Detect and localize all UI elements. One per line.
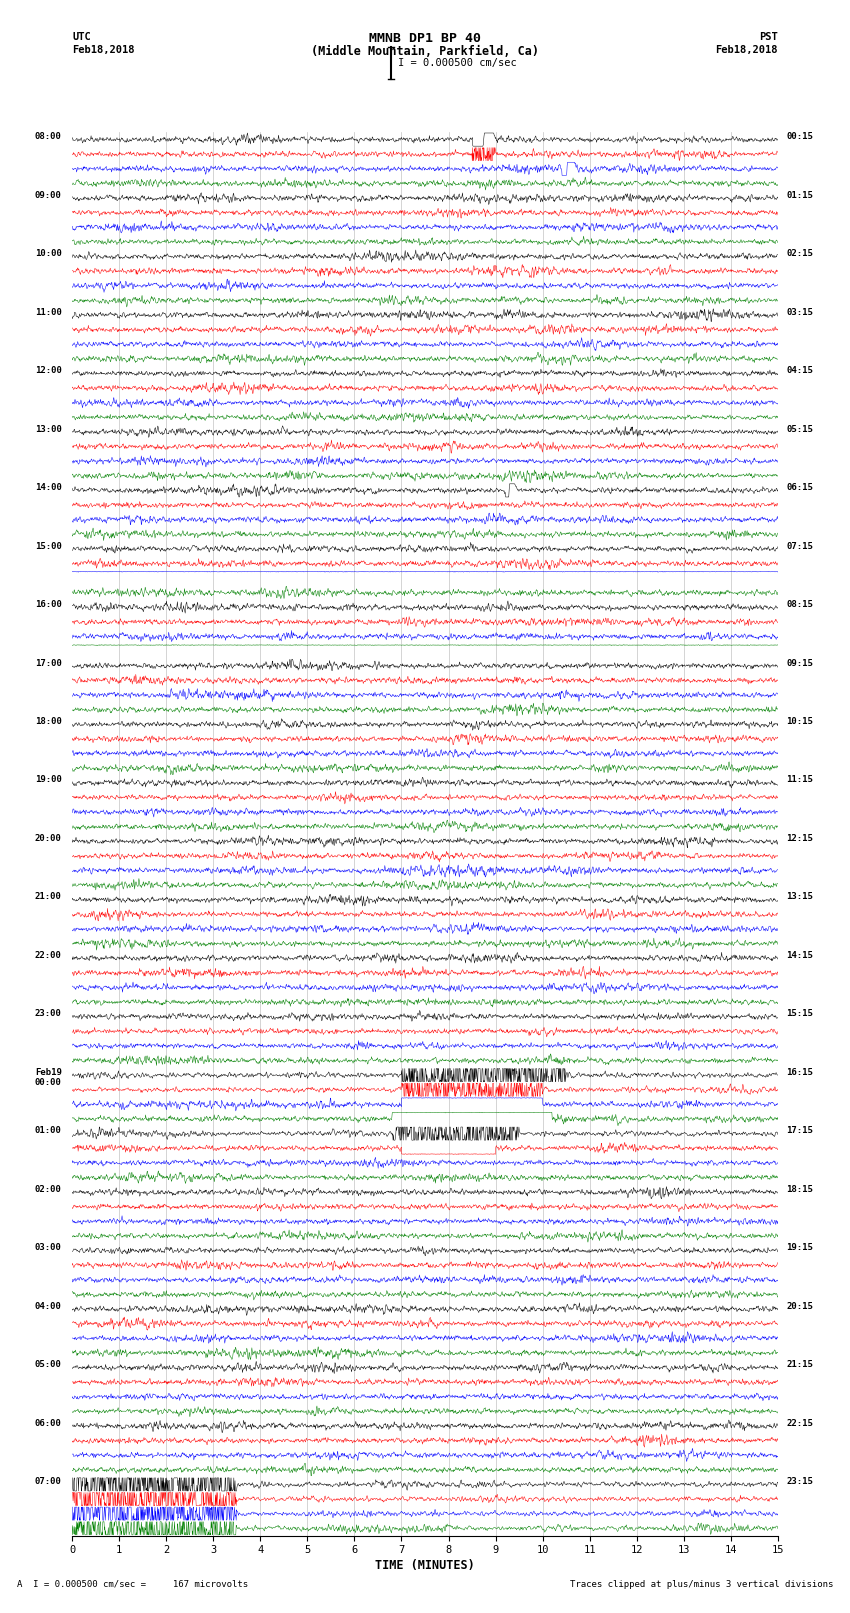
Text: 01:15: 01:15 <box>786 190 813 200</box>
Text: 04:15: 04:15 <box>786 366 813 376</box>
Text: 12:00: 12:00 <box>35 366 62 376</box>
Text: PST: PST <box>759 32 778 42</box>
Text: 04:00: 04:00 <box>35 1302 62 1311</box>
Text: 23:15: 23:15 <box>786 1478 813 1486</box>
Text: 15:00: 15:00 <box>35 542 62 550</box>
Text: MMNB DP1 BP 40: MMNB DP1 BP 40 <box>369 32 481 45</box>
Text: 19:00: 19:00 <box>35 776 62 784</box>
Text: 09:15: 09:15 <box>786 658 813 668</box>
Text: 15:15: 15:15 <box>786 1010 813 1018</box>
Text: 20:00: 20:00 <box>35 834 62 844</box>
Text: 13:00: 13:00 <box>35 424 62 434</box>
Text: 14:00: 14:00 <box>35 484 62 492</box>
Text: 21:15: 21:15 <box>786 1360 813 1369</box>
Text: 18:00: 18:00 <box>35 716 62 726</box>
Text: 09:00: 09:00 <box>35 190 62 200</box>
Text: 03:00: 03:00 <box>35 1244 62 1252</box>
Text: 10:00: 10:00 <box>35 248 62 258</box>
Text: 12:15: 12:15 <box>786 834 813 844</box>
Text: 13:15: 13:15 <box>786 892 813 902</box>
Text: (Middle Mountain, Parkfield, Ca): (Middle Mountain, Parkfield, Ca) <box>311 45 539 58</box>
Text: 10:15: 10:15 <box>786 716 813 726</box>
Text: Feb18,2018: Feb18,2018 <box>715 45 778 55</box>
Text: 21:00: 21:00 <box>35 892 62 902</box>
Text: 02:00: 02:00 <box>35 1184 62 1194</box>
Text: 06:15: 06:15 <box>786 484 813 492</box>
Text: 02:15: 02:15 <box>786 248 813 258</box>
Text: I = 0.000500 cm/sec: I = 0.000500 cm/sec <box>398 58 517 68</box>
Text: 00:15: 00:15 <box>786 132 813 142</box>
Text: 05:00: 05:00 <box>35 1360 62 1369</box>
Text: 01:00: 01:00 <box>35 1126 62 1136</box>
Text: 23:00: 23:00 <box>35 1010 62 1018</box>
Text: 14:15: 14:15 <box>786 950 813 960</box>
Text: 05:15: 05:15 <box>786 424 813 434</box>
Text: 06:00: 06:00 <box>35 1419 62 1428</box>
Text: 03:15: 03:15 <box>786 308 813 316</box>
Text: Feb19
00:00: Feb19 00:00 <box>35 1068 62 1087</box>
Text: 20:15: 20:15 <box>786 1302 813 1311</box>
Text: 11:00: 11:00 <box>35 308 62 316</box>
Text: 08:15: 08:15 <box>786 600 813 610</box>
Text: 17:15: 17:15 <box>786 1126 813 1136</box>
Text: UTC: UTC <box>72 32 91 42</box>
Text: 08:00: 08:00 <box>35 132 62 142</box>
Text: 17:00: 17:00 <box>35 658 62 668</box>
Text: 16:00: 16:00 <box>35 600 62 610</box>
Text: A  I = 0.000500 cm/sec =     167 microvolts: A I = 0.000500 cm/sec = 167 microvolts <box>17 1579 248 1589</box>
Text: 22:15: 22:15 <box>786 1419 813 1428</box>
Text: 18:15: 18:15 <box>786 1184 813 1194</box>
Text: 19:15: 19:15 <box>786 1244 813 1252</box>
Text: Traces clipped at plus/minus 3 vertical divisions: Traces clipped at plus/minus 3 vertical … <box>570 1579 833 1589</box>
Text: 22:00: 22:00 <box>35 950 62 960</box>
Text: Feb18,2018: Feb18,2018 <box>72 45 135 55</box>
Text: 07:00: 07:00 <box>35 1478 62 1486</box>
Text: 07:15: 07:15 <box>786 542 813 550</box>
X-axis label: TIME (MINUTES): TIME (MINUTES) <box>375 1560 475 1573</box>
Text: 11:15: 11:15 <box>786 776 813 784</box>
Text: 16:15: 16:15 <box>786 1068 813 1077</box>
